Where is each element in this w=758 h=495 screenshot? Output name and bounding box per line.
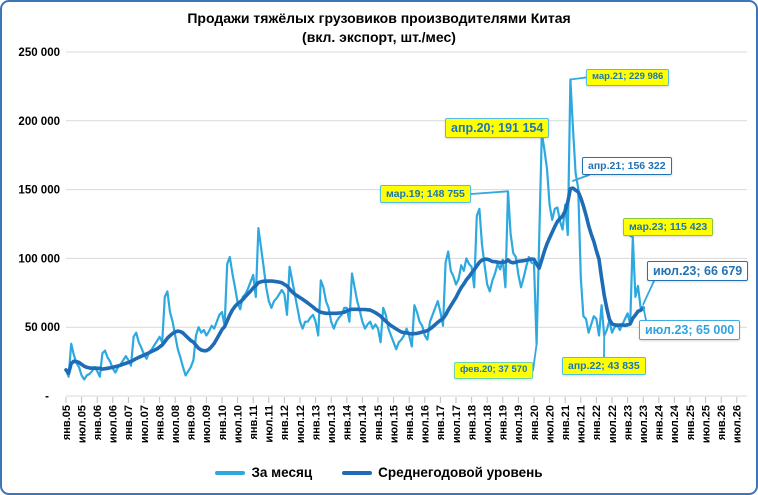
y-axis-label: 200 000 (18, 116, 60, 128)
x-axis-label: июл.05 (76, 405, 88, 443)
x-axis-label: июл.19 (513, 405, 525, 443)
legend-item-monthly: За месяц (215, 465, 312, 480)
chart-title-line1: Продажи тяжёлых грузовиков производителя… (187, 10, 571, 26)
x-axis-label: июл.15 (388, 405, 400, 443)
x-axis-label: янв.06 (92, 405, 104, 440)
x-axis-label: янв.15 (373, 405, 385, 440)
legend: За месяц Среднегодовой уровень (2, 465, 756, 480)
x-axis-label: июл.17 (451, 405, 463, 443)
x-axis-label: июл.13 (326, 405, 338, 443)
legend-label-monthly: За месяц (251, 465, 313, 480)
x-axis-label: янв.07 (123, 405, 135, 440)
x-axis-label: июл.11 (264, 405, 276, 443)
x-axis-label: янв.09 (186, 405, 198, 440)
legend-swatch-monthly (215, 470, 246, 475)
y-axis-label: 150 000 (18, 185, 60, 197)
x-axis-label: июл.06 (108, 405, 120, 443)
x-axis-label: июл.26 (732, 405, 744, 443)
x-axis-label: июл.09 (201, 405, 213, 443)
x-axis-label: июл.07 (139, 405, 151, 443)
annotation-leader-apr21 (572, 174, 590, 182)
annotation-leader-jul23m (642, 305, 647, 321)
x-axis-label: янв.17 (435, 405, 447, 440)
x-axis-label: июл.10 (232, 405, 244, 443)
y-axis-label: 50 000 (25, 322, 60, 334)
x-axis-label: янв.05 (61, 405, 73, 440)
annotation-leader-mar21 (569, 76, 587, 81)
x-axis-label: янв.10 (217, 405, 229, 440)
x-axis-label: июл.22 (607, 405, 619, 443)
x-axis-label: янв.24 (654, 404, 666, 440)
x-axis-label: июл.25 (700, 405, 712, 443)
x-axis-label: янв.08 (154, 405, 166, 440)
chart-title: Продажи тяжёлых грузовиков производителя… (2, 9, 756, 47)
x-axis-label: янв.21 (560, 405, 572, 440)
chart-title-line2: (вкл. экспорт, шт./мес) (302, 29, 456, 45)
x-axis-label: июл.16 (420, 405, 432, 443)
x-axis-label: янв.16 (404, 405, 416, 440)
monthly-series-line (64, 78, 645, 381)
y-axis-label: 250 000 (18, 47, 60, 59)
x-axis-label: янв.14 (342, 404, 354, 440)
legend-label-average: Среднегодовой уровень (378, 465, 543, 480)
x-axis-label: янв.11 (248, 405, 260, 440)
average-series-line (64, 186, 646, 376)
x-axis-label: июл.14 (357, 404, 369, 443)
legend-item-average: Среднегодовой уровень (342, 465, 543, 480)
x-axis-label: янв.12 (279, 405, 291, 440)
annotation-leader-jul23avg (642, 280, 655, 306)
annotation-leader-feb20 (532, 343, 538, 372)
annotation-leader-mar23 (629, 235, 634, 239)
y-axis-label: - (45, 391, 49, 403)
y-axis-label: 100 000 (18, 253, 60, 265)
x-axis-label: июл.23 (638, 405, 650, 443)
legend-swatch-average (342, 470, 373, 475)
x-axis-label: янв.22 (591, 405, 603, 440)
x-axis-label: янв.20 (529, 405, 541, 440)
x-axis-label: янв.26 (716, 405, 728, 440)
x-axis-label: янв.18 (466, 405, 478, 440)
x-axis-label: июл.12 (295, 405, 307, 443)
x-axis-label: янв.25 (685, 405, 697, 440)
x-axis-label: июл.21 (576, 405, 588, 443)
x-axis-label: июл.20 (544, 405, 556, 443)
x-axis-label: янв.19 (498, 405, 510, 440)
x-axis-label: янв.13 (310, 405, 322, 440)
annotation-leader-mar19 (470, 190, 509, 195)
x-axis-label: июл.18 (482, 405, 494, 443)
x-axis-label: июл.24 (669, 404, 681, 443)
x-axis-label: июл.08 (170, 405, 182, 443)
x-axis-label: янв.23 (622, 405, 634, 440)
